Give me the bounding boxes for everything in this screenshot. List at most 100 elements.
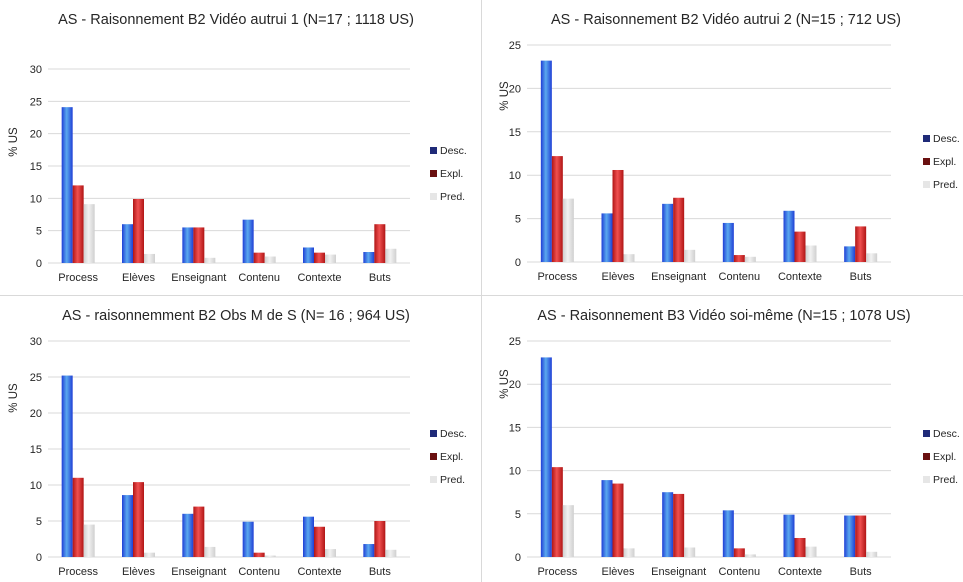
legend-swatch [923,430,930,437]
y-tick-label: 10 [30,193,42,205]
bar-desc [303,247,314,263]
chart-title: AS - raisonnemment B2 Obs M de S (N= 16 … [62,308,410,324]
bar-expl [612,169,624,262]
y-axis-label: % US [8,383,20,413]
bar-pred [805,245,817,262]
y-tick-label: 0 [515,257,521,269]
x-tick-label: Buts [850,566,873,578]
bar-desc [242,219,254,263]
bar-expl [794,231,806,262]
bar-pred [144,253,155,263]
bar-expl [551,467,563,557]
bar-desc [662,203,674,262]
bar-desc [303,516,314,557]
x-tick-label: Contenu [719,271,761,283]
y-tick-label: 0 [36,258,42,270]
x-tick-label: Enseignant [651,271,706,283]
bar-pred [744,256,756,262]
bar-expl [72,185,84,263]
bar-expl [314,252,325,263]
bar-expl [374,521,386,557]
bar-pred [623,548,635,557]
x-tick-label: Enseignant [651,566,706,578]
x-tick-label: Elèves [122,566,156,578]
legend-swatch [923,453,930,460]
bar-desc [540,60,552,263]
bar-expl [612,483,624,557]
chart-title: AS - Raisonnement B3 Vidéo soi-même (N=1… [537,308,910,324]
bar-expl [314,526,325,557]
chart-panel-4: AS - Raisonnement B3 Vidéo soi-même (N=1… [482,296,963,582]
chart-4: AS - Raisonnement B3 Vidéo soi-même (N=1… [499,308,960,578]
chart-1: AS - Raisonnement B2 Vidéo autrui 1 (N=1… [8,12,467,284]
bar-desc [844,246,856,262]
bar-expl [72,477,84,557]
legend-label: Desc. [933,133,960,145]
chart-panel-1: AS - Raisonnement B2 Vidéo autrui 1 (N=1… [0,0,481,291]
bar-pred [264,256,276,263]
bar-pred [264,555,276,557]
bar-desc [363,544,375,557]
x-tick-label: Enseignant [171,566,226,578]
bar-desc [122,224,133,263]
bar-pred [805,546,817,557]
y-axis-label: % US [499,369,511,399]
y-tick-label: 15 [509,422,521,434]
bar-desc [722,510,734,557]
legend-swatch [923,181,930,188]
x-tick-label: Contexte [297,272,341,284]
bar-pred [562,198,574,262]
y-tick-label: 30 [30,336,42,348]
bar-pred [684,249,696,262]
bar-desc [61,375,73,557]
y-tick-label: 25 [30,96,42,108]
y-tick-label: 10 [30,480,42,492]
y-tick-label: 5 [515,214,521,226]
bar-desc [540,357,552,557]
legend-swatch [923,135,930,142]
legend-label: Desc. [440,145,467,157]
x-tick-label: Elèves [601,271,635,283]
x-tick-label: Buts [369,566,392,578]
y-tick-label: 20 [30,129,42,141]
chart-3: AS - raisonnemment B2 Obs M de S (N= 16 … [8,308,467,578]
x-tick-label: Process [537,271,577,283]
bar-pred [866,551,878,557]
bar-desc [783,514,795,557]
legend-swatch [430,476,437,483]
bar-expl [193,227,205,263]
bar-expl [551,156,563,262]
y-tick-label: 15 [509,127,521,139]
legend-label: Expl. [440,451,463,463]
x-tick-label: Contenu [238,272,280,284]
bar-desc [662,492,674,557]
y-tick-label: 25 [509,336,521,348]
x-tick-label: Process [58,566,98,578]
bar-expl [733,548,745,557]
chart-2: AS - Raisonnement B2 Vidéo autrui 2 (N=1… [499,12,960,283]
x-tick-label: Elèves [601,566,635,578]
legend-label: Expl. [440,168,463,180]
y-tick-label: 20 [30,408,42,420]
y-tick-label: 10 [509,466,521,478]
y-tick-label: 20 [509,83,521,95]
legend-swatch [430,193,437,200]
legend-label: Pred. [933,179,958,191]
legend-label: Desc. [440,428,467,440]
x-tick-label: Contexte [297,566,341,578]
y-tick-label: 25 [30,372,42,384]
bar-pred [385,248,397,263]
bar-expl [253,252,265,263]
legend-label: Pred. [933,474,958,486]
y-tick-label: 25 [509,40,521,52]
bar-pred [83,204,95,263]
legend-label: Expl. [933,451,956,463]
y-tick-label: 15 [30,161,42,173]
x-tick-label: Enseignant [171,272,226,284]
chart-title: AS - Raisonnement B2 Vidéo autrui 1 (N=1… [58,12,414,28]
legend-swatch [430,430,437,437]
y-tick-label: 5 [36,516,42,528]
legend-label: Pred. [440,191,465,203]
bar-pred [144,552,155,557]
